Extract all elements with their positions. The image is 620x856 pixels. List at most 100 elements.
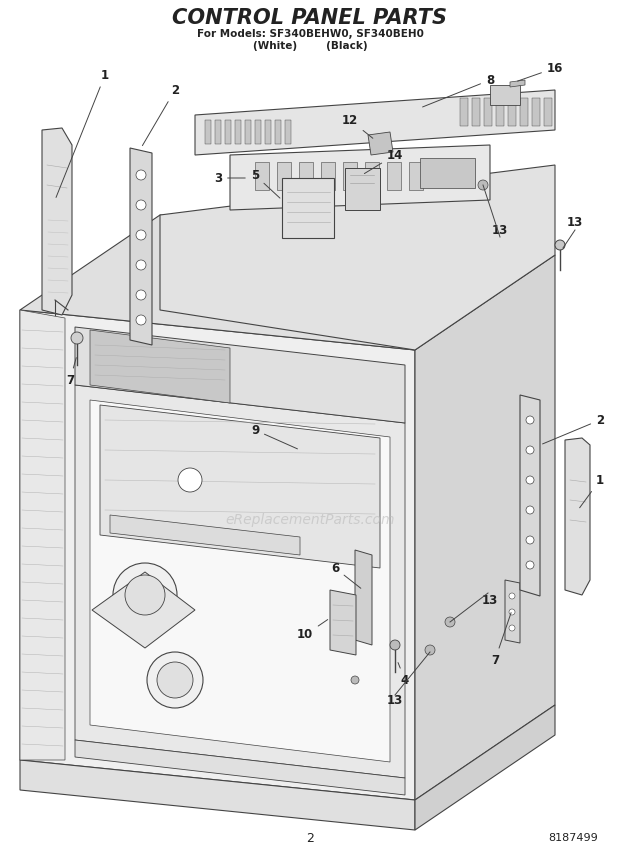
Bar xyxy=(532,98,540,126)
Circle shape xyxy=(526,476,534,484)
Polygon shape xyxy=(92,572,195,648)
Circle shape xyxy=(526,416,534,424)
Text: 2: 2 xyxy=(542,413,604,444)
Polygon shape xyxy=(90,330,230,403)
Polygon shape xyxy=(505,580,520,643)
Polygon shape xyxy=(415,255,555,800)
Circle shape xyxy=(509,609,515,615)
Circle shape xyxy=(136,290,146,300)
Polygon shape xyxy=(100,405,380,568)
Bar xyxy=(520,98,528,126)
Polygon shape xyxy=(75,385,405,778)
Bar xyxy=(321,162,335,190)
Text: 1: 1 xyxy=(580,473,604,508)
Bar xyxy=(345,168,380,210)
Text: 13: 13 xyxy=(567,216,583,229)
Circle shape xyxy=(526,446,534,454)
Text: 10: 10 xyxy=(297,620,328,641)
Text: 2: 2 xyxy=(306,831,314,845)
Bar xyxy=(282,178,334,238)
Polygon shape xyxy=(565,438,590,595)
Polygon shape xyxy=(230,145,490,210)
Bar xyxy=(205,120,211,144)
Circle shape xyxy=(136,170,146,180)
Polygon shape xyxy=(160,165,555,350)
Circle shape xyxy=(478,180,488,190)
Bar xyxy=(265,120,271,144)
Bar xyxy=(544,98,552,126)
Circle shape xyxy=(509,625,515,631)
Bar xyxy=(277,162,291,190)
Polygon shape xyxy=(355,550,372,645)
Bar xyxy=(275,120,281,144)
Polygon shape xyxy=(368,132,393,155)
Text: 4: 4 xyxy=(398,663,409,687)
Circle shape xyxy=(526,561,534,569)
Polygon shape xyxy=(195,90,555,155)
Bar xyxy=(255,120,261,144)
Polygon shape xyxy=(75,740,405,795)
Text: eReplacementParts.com: eReplacementParts.com xyxy=(225,513,395,527)
Bar xyxy=(472,98,480,126)
Text: 12: 12 xyxy=(342,114,373,139)
Circle shape xyxy=(555,240,565,250)
Bar xyxy=(343,162,357,190)
Text: 13: 13 xyxy=(482,593,498,607)
Circle shape xyxy=(71,332,83,344)
Text: 2: 2 xyxy=(143,84,179,146)
Text: 6: 6 xyxy=(331,562,361,588)
Text: 9: 9 xyxy=(251,424,298,449)
Bar xyxy=(490,85,520,105)
Circle shape xyxy=(526,506,534,514)
Polygon shape xyxy=(20,310,415,800)
Circle shape xyxy=(136,260,146,270)
Polygon shape xyxy=(20,760,415,830)
Text: 14: 14 xyxy=(365,148,403,174)
Text: 8: 8 xyxy=(423,74,494,107)
Circle shape xyxy=(425,645,435,655)
Bar xyxy=(420,158,475,188)
Bar xyxy=(215,120,221,144)
Circle shape xyxy=(147,652,203,708)
Circle shape xyxy=(157,662,193,698)
Text: 3: 3 xyxy=(214,171,246,185)
Polygon shape xyxy=(330,590,356,655)
Text: 8187499: 8187499 xyxy=(548,833,598,843)
Text: 1: 1 xyxy=(56,68,109,198)
Text: 7: 7 xyxy=(491,613,511,667)
Bar xyxy=(365,162,379,190)
Bar xyxy=(245,120,251,144)
Circle shape xyxy=(136,200,146,210)
Polygon shape xyxy=(20,310,65,760)
Polygon shape xyxy=(75,327,405,423)
Polygon shape xyxy=(90,400,390,762)
Bar xyxy=(484,98,492,126)
Circle shape xyxy=(390,640,400,650)
Polygon shape xyxy=(110,515,300,555)
Bar xyxy=(496,98,504,126)
Circle shape xyxy=(351,676,359,684)
Bar xyxy=(285,120,291,144)
Circle shape xyxy=(125,575,165,615)
Circle shape xyxy=(178,468,202,492)
Polygon shape xyxy=(510,80,525,87)
Polygon shape xyxy=(130,148,152,345)
Text: 7: 7 xyxy=(66,358,76,387)
Bar xyxy=(225,120,231,144)
Text: CONTROL PANEL PARTS: CONTROL PANEL PARTS xyxy=(172,8,448,28)
Bar xyxy=(508,98,516,126)
Bar xyxy=(235,120,241,144)
Text: (White)        (Black): (White) (Black) xyxy=(253,41,367,51)
Text: 16: 16 xyxy=(518,62,563,81)
Text: For Models: SF340BEHW0, SF340BEH0: For Models: SF340BEHW0, SF340BEH0 xyxy=(197,29,423,39)
Circle shape xyxy=(136,230,146,240)
Circle shape xyxy=(113,563,177,627)
Polygon shape xyxy=(520,395,540,596)
Circle shape xyxy=(526,536,534,544)
Bar xyxy=(409,162,423,190)
Circle shape xyxy=(445,617,455,627)
Bar xyxy=(387,162,401,190)
Bar xyxy=(460,98,468,126)
Text: 13: 13 xyxy=(387,693,403,706)
Polygon shape xyxy=(42,128,72,315)
